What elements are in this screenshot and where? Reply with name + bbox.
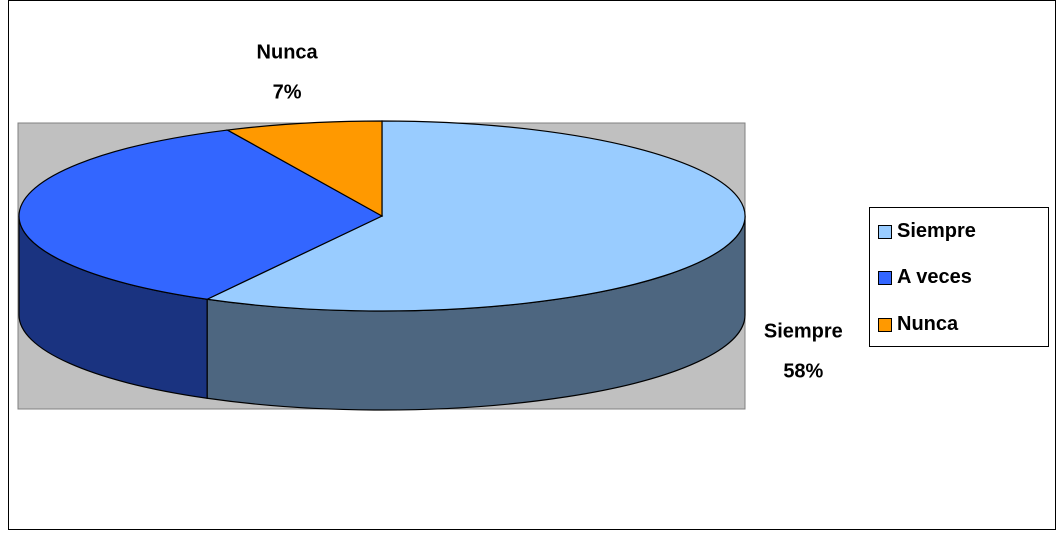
legend-swatch-nunca <box>878 317 892 332</box>
legend-swatch-a-veces <box>878 270 892 285</box>
legend-item-siempre: Siempre <box>878 220 976 243</box>
legend-item-a-veces: A veces <box>878 266 972 289</box>
legend: Siempre A veces Nunca <box>869 207 1049 347</box>
pie-slice-a-veces <box>18 129 384 300</box>
data-label-nunca-name: Nunca <box>257 42 319 64</box>
legend-label-siempre: Siempre <box>897 220 976 242</box>
pie-slice-nunca <box>225 120 383 218</box>
data-label-nunca-value: 7% <box>273 82 302 104</box>
legend-label-a-veces: A veces <box>897 266 972 288</box>
data-label-siempre-value: 58% <box>783 361 823 383</box>
data-label-siempre-name: Siempre <box>764 321 843 343</box>
pie-tops <box>18 120 746 312</box>
legend-item-nunca: Nunca <box>878 313 958 336</box>
legend-swatch-siempre <box>878 224 892 239</box>
legend-label-nunca: Nunca <box>897 313 959 335</box>
pie-slice-siempre <box>205 120 746 312</box>
